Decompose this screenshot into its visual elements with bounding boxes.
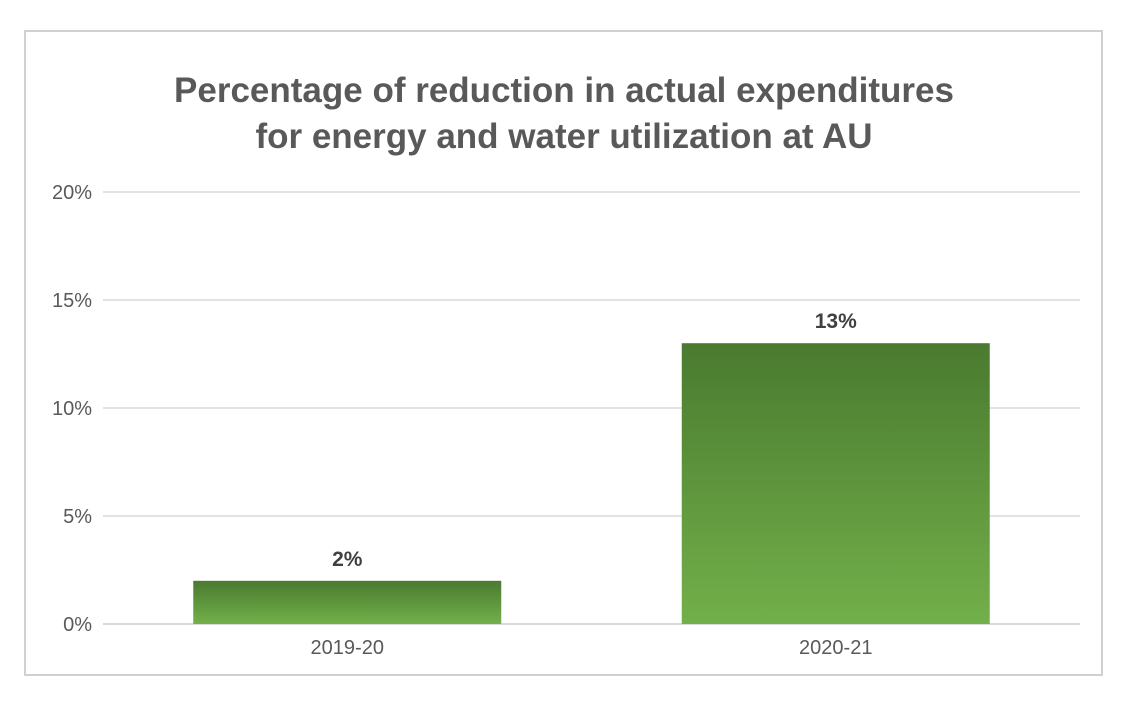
y-tick-label: 10% bbox=[52, 398, 92, 420]
bar bbox=[193, 580, 502, 624]
data-label: 2% bbox=[332, 548, 363, 571]
chart-frame bbox=[24, 30, 1103, 676]
y-tick-label: 0% bbox=[63, 614, 92, 636]
y-tick-label: 5% bbox=[63, 506, 92, 528]
y-tick-label: 20% bbox=[52, 182, 92, 204]
x-tick-label: 2019-20 bbox=[311, 637, 384, 659]
bar bbox=[681, 343, 990, 624]
x-tick-label: 2020-21 bbox=[799, 637, 872, 659]
chart-title-line-2: for energy and water utilization at AU bbox=[255, 117, 873, 156]
y-tick-label: 15% bbox=[52, 290, 92, 312]
chart-title: Percentage of reduction in actual expend… bbox=[0, 68, 1128, 160]
chart-title-line-1: Percentage of reduction in actual expend… bbox=[174, 71, 954, 110]
data-label: 13% bbox=[815, 310, 857, 333]
